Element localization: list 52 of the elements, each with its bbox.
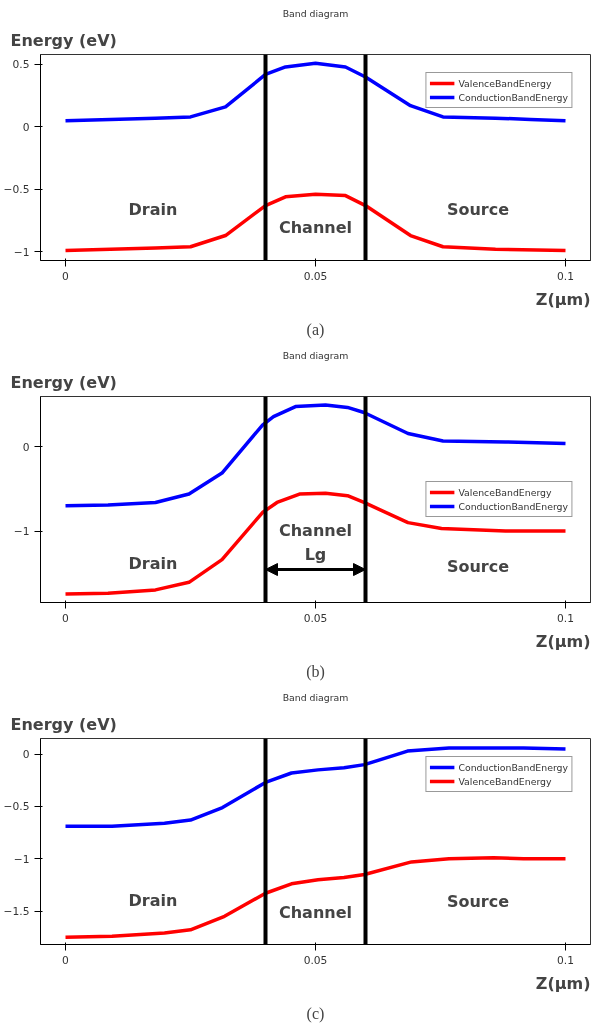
y-tick-label: 0.5	[12, 58, 30, 72]
y-tick-label: −1	[13, 245, 30, 259]
y-tick-label: −0.5	[3, 800, 30, 814]
annotation: Source	[446, 891, 510, 911]
x-tick-label: 0	[62, 611, 70, 625]
line-series	[63, 855, 568, 939]
x-tick-label: 0.05	[303, 953, 328, 967]
text: (c)	[306, 1004, 325, 1023]
legend-label: ConductionBandEnergy	[458, 760, 568, 774]
text: (a)	[306, 320, 325, 339]
legend-label: ConductionBandEnergy	[458, 90, 568, 104]
chart-title: Band diagram	[282, 349, 349, 361]
line-series	[63, 61, 568, 123]
x-tick-label: 0	[62, 953, 70, 967]
y-tick-label: −1.5	[3, 905, 30, 919]
annotation: Lg	[304, 544, 327, 564]
y-tick-label: −0.5	[3, 183, 30, 197]
x-tick-label: 0	[62, 269, 70, 283]
annotation: Drain	[128, 890, 178, 910]
x-tick-label: 0.05	[303, 269, 328, 283]
x-tick-label: 0.1	[557, 953, 574, 967]
x-tick-label: 0.1	[557, 611, 574, 625]
y-tick-label: 0	[22, 748, 30, 762]
line-series	[63, 746, 568, 829]
x-tick-label: 0.1	[557, 269, 574, 283]
text: (b)	[306, 662, 325, 681]
line-series	[63, 491, 568, 596]
annotation: Channel	[278, 902, 353, 922]
y-tick-label: 0	[22, 120, 30, 134]
annotation: Channel	[278, 217, 353, 237]
y-axis-title: Energy (eV)	[10, 372, 117, 392]
chart-title: Band diagram	[282, 7, 349, 19]
annotation: Drain	[128, 554, 178, 574]
line-series	[63, 192, 568, 253]
y-tick-label: 0	[22, 440, 30, 454]
legend-label: ValenceBandEnergy	[458, 485, 552, 499]
annotation: Source	[446, 557, 510, 577]
annotation: Source	[446, 200, 510, 220]
x-axis-title: Z(µm)	[535, 631, 591, 651]
y-tick-label: −1	[13, 852, 30, 866]
annotation: Channel	[278, 520, 353, 540]
y-axis-title: Energy (eV)	[10, 30, 117, 50]
x-axis-title: Z(µm)	[535, 289, 591, 309]
legend-label: ValenceBandEnergy	[458, 774, 552, 788]
annotation: Drain	[128, 199, 178, 219]
x-tick-label: 0.05	[303, 611, 328, 625]
y-axis-title: Energy (eV)	[10, 714, 117, 734]
x-axis-title: Z(µm)	[535, 973, 591, 993]
legend-label: ConductionBandEnergy	[458, 499, 568, 513]
legend-label: ValenceBandEnergy	[458, 76, 552, 90]
y-tick-label: −1	[13, 525, 30, 539]
chart-title: Band diagram	[282, 691, 349, 703]
